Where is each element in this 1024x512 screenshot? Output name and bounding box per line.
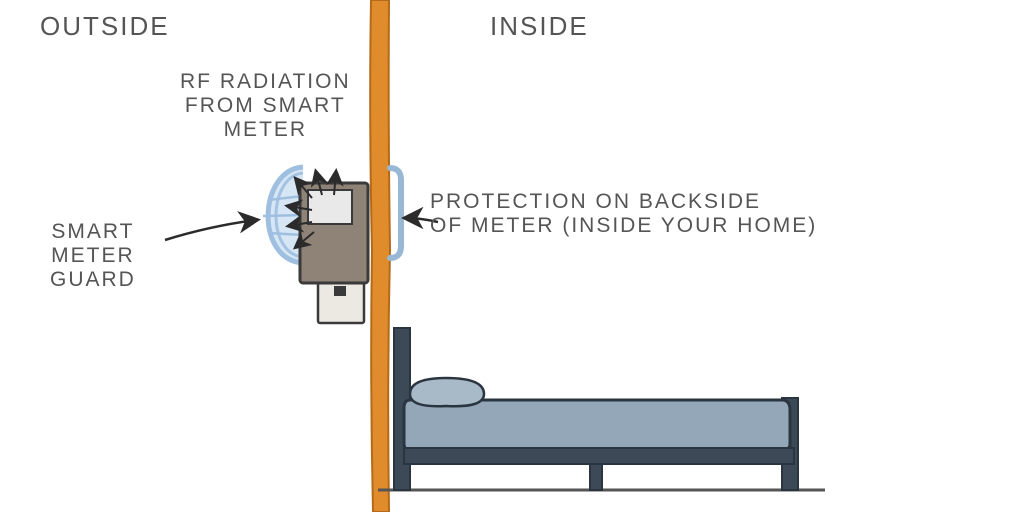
diagram-stage: OUTSIDE INSIDE RF RADIATION FROM SMART M…	[0, 0, 1024, 512]
smart-meter	[300, 183, 368, 283]
label-inside: INSIDE	[490, 12, 589, 42]
label-outside: OUTSIDE	[40, 12, 170, 42]
wall	[370, 0, 390, 512]
scene-svg	[0, 0, 1024, 512]
label-rf-radiation: RF RADIATION FROM SMART METER	[180, 70, 351, 142]
label-protection: PROTECTION ON BACKSIDE OF METER (INSIDE …	[430, 190, 817, 238]
arrow-guard-to-meter	[165, 220, 256, 240]
protection-bracket-icon	[390, 168, 401, 258]
label-smart-meter-guard: SMART METER GUARD	[50, 220, 136, 292]
meter-base	[318, 283, 364, 323]
bed	[378, 328, 825, 490]
